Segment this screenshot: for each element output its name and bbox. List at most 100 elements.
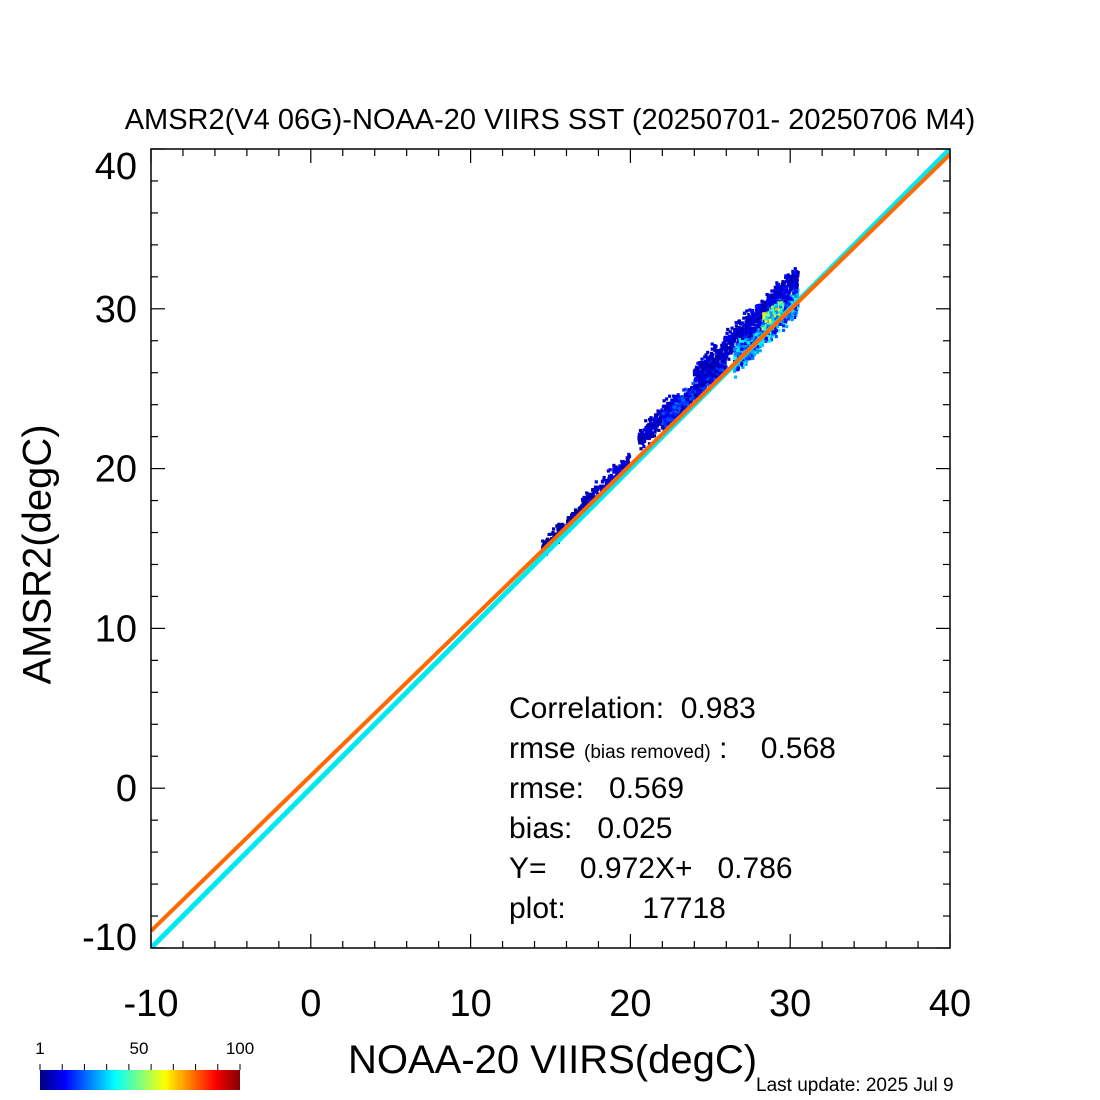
density-point: [733, 369, 737, 373]
density-point: [643, 432, 647, 436]
density-point: [791, 307, 796, 311]
density-point: [766, 334, 770, 339]
density-point: [643, 436, 647, 440]
density-point: [737, 321, 741, 325]
density-point: [712, 359, 716, 364]
stat-fit-equation: Y= 0.972X+ 0.786: [509, 852, 793, 886]
density-point: [785, 324, 789, 329]
density-point: [764, 336, 768, 340]
density-point: [723, 365, 727, 369]
density-point: [781, 328, 786, 332]
density-point: [774, 307, 778, 311]
density-point: [787, 312, 791, 316]
density-point: [560, 523, 564, 527]
fit-lines: [151, 149, 950, 948]
density-point: [748, 315, 752, 319]
density-point: [715, 375, 719, 379]
density-point: [795, 306, 799, 310]
density-point: [674, 396, 678, 400]
density-point: [685, 400, 689, 405]
density-point: [720, 364, 724, 368]
density-point: [718, 369, 723, 373]
density-point: [768, 315, 772, 319]
density-point: [790, 279, 794, 284]
density-point: [644, 426, 648, 430]
density-point: [588, 498, 592, 502]
density-point: [747, 356, 751, 360]
density-point: [743, 311, 747, 315]
density-point: [774, 334, 778, 339]
density-point: [701, 386, 706, 390]
density-point: [723, 354, 727, 358]
density-point: [768, 332, 772, 337]
density-point: [744, 332, 749, 336]
density-point: [775, 281, 779, 285]
density-point: [750, 311, 755, 315]
density-point: [789, 297, 793, 301]
density-point: [748, 308, 752, 312]
density-point: [769, 298, 773, 302]
density-point: [660, 420, 664, 425]
density-point: [668, 417, 672, 421]
density-point: [709, 380, 713, 385]
density-point: [608, 468, 612, 472]
density-point: [740, 361, 744, 366]
density-point: [751, 354, 755, 358]
density-point: [733, 375, 738, 379]
density-point: [781, 324, 786, 328]
density-point: [582, 495, 586, 499]
density-point: [708, 377, 712, 382]
density-point: [551, 530, 555, 535]
density-point: [691, 388, 695, 392]
density-point: [677, 406, 681, 411]
density-point: [791, 310, 796, 314]
density-point: [699, 381, 703, 385]
density-point: [639, 435, 643, 439]
density-point: [755, 345, 760, 349]
density-point: [738, 342, 742, 346]
density-point: [652, 434, 657, 438]
density-point: [705, 382, 709, 387]
density-point: [683, 392, 687, 397]
density-point: [722, 360, 726, 365]
density-point: [716, 358, 720, 362]
density-point: [792, 279, 797, 283]
density-point: [735, 344, 739, 349]
density-point: [667, 401, 671, 405]
density-point: [648, 420, 653, 424]
density-point: [710, 342, 714, 346]
fit-slope: 0.972X+: [579, 852, 693, 885]
density-point: [769, 311, 773, 315]
density-point: [790, 318, 794, 322]
density-point: [735, 329, 739, 333]
density-point: [650, 426, 654, 431]
density-point: [602, 484, 606, 488]
density-point: [618, 464, 622, 468]
y-axis-label: AMSR2(degC): [15, 424, 60, 685]
density-point: [696, 390, 700, 394]
density-point: [726, 346, 730, 350]
chart-title: AMSR2(V4 06G)-NOAA-20 VIIRS SST (2025070…: [124, 104, 976, 136]
density-point: [640, 430, 644, 434]
density-point: [795, 292, 800, 296]
density-point: [722, 356, 727, 360]
density-point: [745, 316, 749, 320]
density-point: [666, 413, 670, 417]
density-point: [663, 422, 668, 426]
density-point: [787, 296, 791, 300]
density-point: [771, 330, 775, 334]
density-point: [639, 447, 643, 451]
density-point: [607, 477, 611, 481]
density-point: [753, 319, 757, 323]
stat-correlation: Correlation: 0.983: [509, 692, 756, 726]
density-point: [720, 347, 724, 351]
density-point: [785, 314, 789, 318]
density-point: [736, 368, 740, 372]
density-point: [721, 362, 725, 366]
density-point: [789, 301, 794, 305]
density-point: [711, 366, 715, 370]
density-point: [760, 299, 764, 303]
density-point: [574, 509, 578, 513]
density-point: [684, 387, 688, 391]
density-point: [744, 342, 748, 346]
